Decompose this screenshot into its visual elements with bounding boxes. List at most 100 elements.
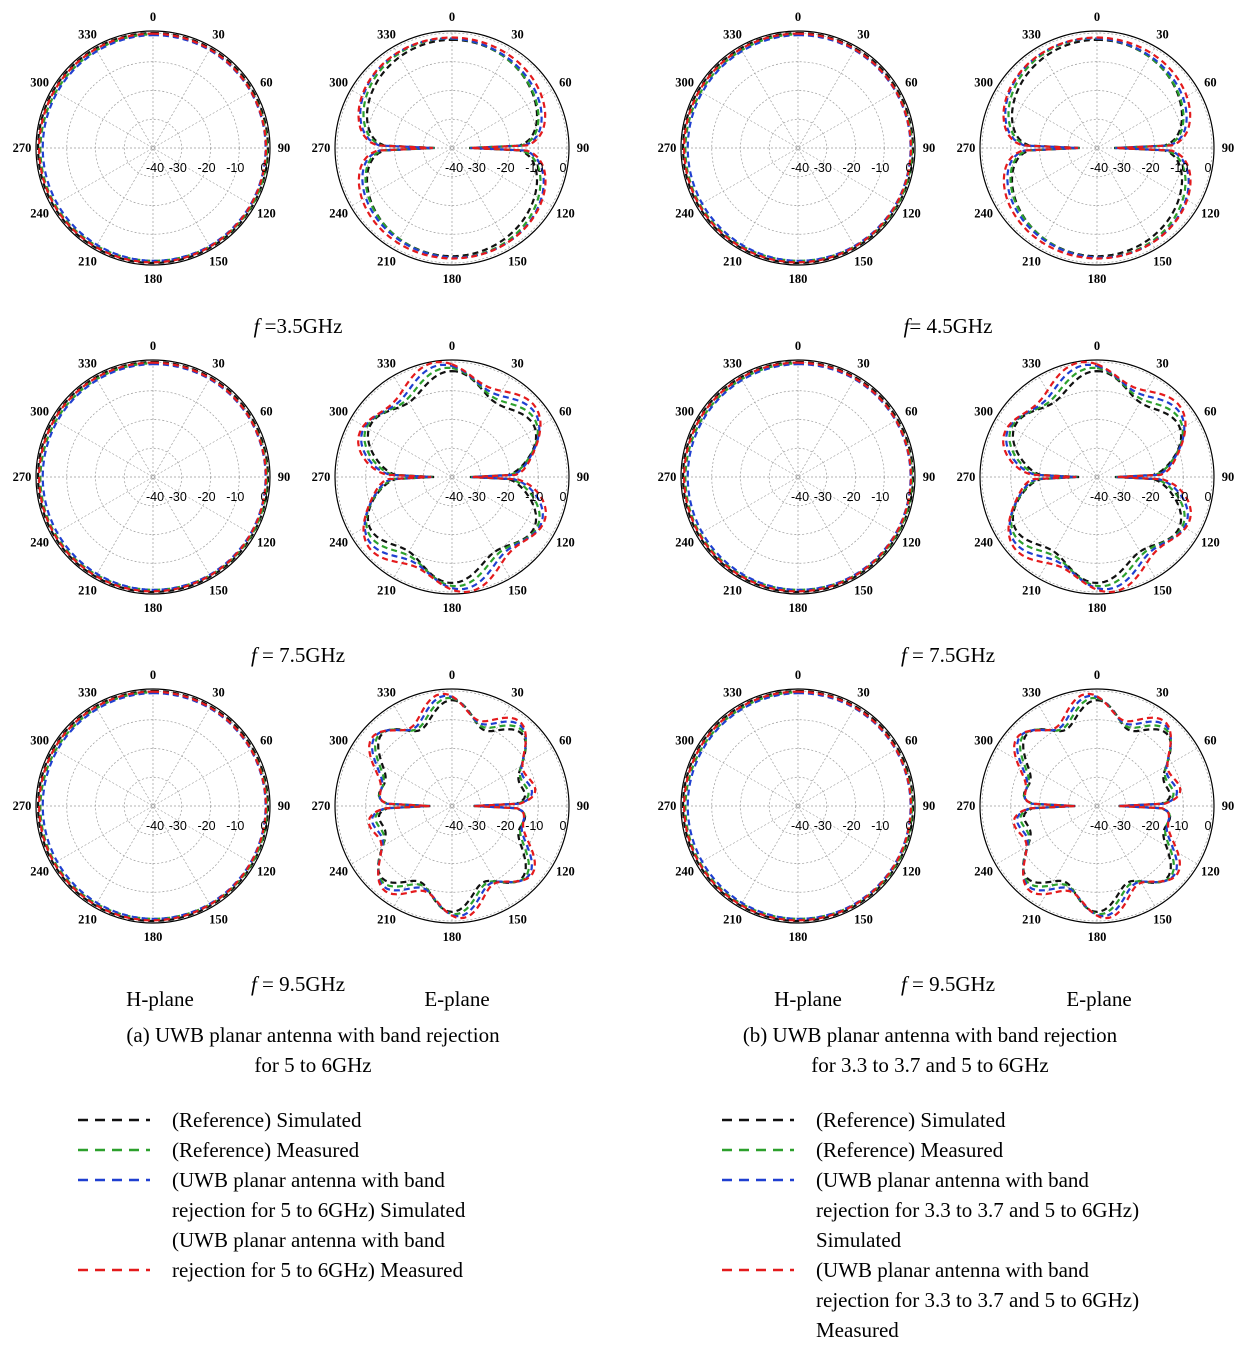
grid-circle [123, 118, 183, 178]
angle-tick-label: 180 [789, 272, 808, 286]
angle-tick-label: 210 [723, 912, 742, 926]
grid-circle [95, 90, 211, 206]
series-3-curve [359, 37, 545, 259]
angle-tick-label: 120 [902, 865, 921, 879]
series-4-curve [1002, 360, 1192, 594]
angle-tick-label: 60 [260, 734, 273, 748]
radial-tick-label: -20 [496, 161, 514, 175]
radial-tick-label: -10 [1170, 490, 1188, 504]
radial-tick-label: -30 [468, 161, 486, 175]
frequency-value: = 9.5GHz [257, 972, 345, 996]
angle-tick-label: 330 [78, 686, 97, 700]
angle-tick-label: 90 [923, 141, 936, 155]
radial-tick-label: -30 [468, 490, 486, 504]
angle-tick-label: 150 [1153, 254, 1172, 268]
angle-tick-label: 120 [257, 207, 276, 221]
radial-tick-label: -40 [445, 490, 463, 504]
series-2-curve [362, 37, 542, 259]
series-3-curve [686, 363, 912, 591]
grid-circle [981, 32, 1213, 264]
grid-circle [740, 90, 856, 206]
e-plane-label: E-plane [424, 987, 489, 1011]
series-2-curve [39, 33, 269, 262]
angle-tick-label: 0 [795, 339, 801, 353]
series-4-curve [1012, 692, 1182, 920]
radial-tick-label: -40 [1090, 819, 1108, 833]
radial-tick-label: -30 [1113, 161, 1131, 175]
radial-tick-label: -30 [169, 161, 187, 175]
angle-tick-label: 240 [329, 536, 348, 550]
angle-tick-label: 90 [278, 141, 291, 155]
outer-ring [35, 359, 271, 595]
angle-tick-label: 180 [789, 601, 808, 615]
panel-caption-line: (b) UWB planar antenna with band rejecti… [743, 1023, 1118, 1047]
angle-tick-label: 210 [1022, 583, 1041, 597]
polar-plot-h-plane: 0 30 60 90 120 150 180 210 240 270 300 330 -40 -30 -20… [658, 10, 936, 286]
angle-tick-label: 30 [1156, 357, 1169, 371]
angle-tick-label: 180 [1088, 601, 1107, 615]
angle-tick-label: 330 [377, 28, 396, 42]
angle-tick-label: 240 [675, 207, 694, 221]
angle-tick-label: 210 [723, 583, 742, 597]
angle-tick-label: 180 [443, 601, 462, 615]
radial-tick-label: -30 [814, 161, 832, 175]
angle-tick-label: 120 [257, 865, 276, 879]
grid-circle [981, 361, 1213, 593]
angle-tick-label: 240 [30, 865, 49, 879]
radial-tick-label: 0 [1205, 490, 1212, 504]
angle-tick-label: 90 [278, 799, 291, 813]
angle-tick-label: 60 [559, 734, 572, 748]
frequency-label: f= 4.5GHz [904, 314, 993, 338]
radial-tick-label: -30 [468, 819, 486, 833]
grid-circle [336, 32, 568, 264]
legend-entry-text: (UWB planar antenna with band [816, 1258, 1089, 1282]
frequency-value: = 7.5GHz [257, 643, 345, 667]
outer-ring [680, 30, 916, 266]
grid-circle [1010, 719, 1184, 893]
radial-tick-label: -10 [226, 490, 244, 504]
radial-tick-label: -40 [445, 161, 463, 175]
angle-tick-label: 30 [1156, 28, 1169, 42]
angle-tick-label: 210 [1022, 912, 1041, 926]
series-4-curve [682, 32, 912, 264]
radial-tick-label: 0 [906, 819, 913, 833]
angle-tick-label: 60 [260, 76, 273, 90]
frequency-symbol: f [901, 643, 910, 667]
angle-tick-label: 150 [209, 912, 228, 926]
frequency-symbol: f [901, 972, 910, 996]
angle-tick-label: 30 [212, 357, 225, 371]
angle-tick-label: 210 [377, 583, 396, 597]
series-2-curve [684, 33, 914, 262]
series-2-curve [363, 366, 541, 588]
grid-circle [981, 690, 1213, 922]
radial-tick-label: -10 [1170, 161, 1188, 175]
angle-tick-label: 300 [675, 734, 694, 748]
angle-tick-label: 240 [675, 536, 694, 550]
frequency-value: = 9.5GHz [907, 972, 995, 996]
angle-tick-label: 330 [723, 28, 742, 42]
angle-tick-label: 330 [78, 28, 97, 42]
grid-circle [768, 776, 828, 836]
radial-tick-label: -40 [1090, 490, 1108, 504]
outer-ring [979, 30, 1215, 266]
radial-tick-label: -40 [146, 819, 164, 833]
radial-tick-label: -30 [814, 490, 832, 504]
legend-entry-text: rejection for 5 to 6GHz) Simulated [172, 1198, 466, 1222]
grid-circle [66, 61, 240, 235]
radial-tick-label: -20 [197, 490, 215, 504]
angle-tick-label: 0 [1094, 339, 1100, 353]
series-3-curve [41, 363, 267, 591]
angle-tick-label: 120 [556, 207, 575, 221]
series-3-curve [686, 34, 912, 262]
outer-ring [680, 359, 916, 595]
angle-tick-label: 300 [30, 734, 49, 748]
angle-tick-label: 300 [974, 405, 993, 419]
angle-tick-label: 270 [312, 799, 331, 813]
radial-tick-label: -20 [197, 161, 215, 175]
legend-entry-text: rejection for 3.3 to 3.7 and 5 to 6GHz) [816, 1288, 1139, 1312]
angle-tick-label: 0 [795, 668, 801, 682]
radial-tick-label: 0 [261, 161, 268, 175]
outer-ring [334, 359, 570, 595]
angle-tick-label: 330 [1022, 357, 1041, 371]
angle-tick-label: 30 [511, 357, 524, 371]
